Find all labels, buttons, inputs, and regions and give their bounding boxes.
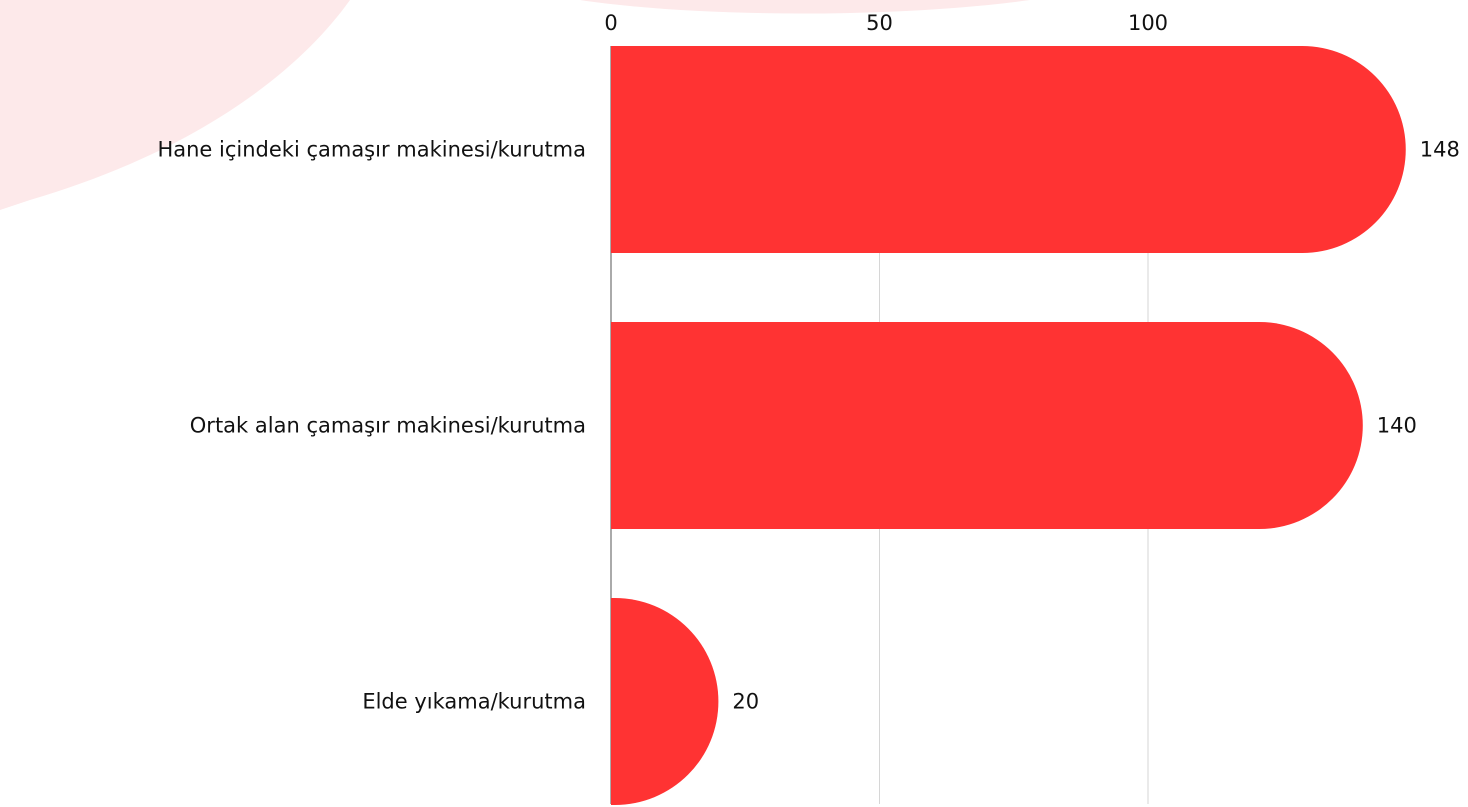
value-label: 20 bbox=[732, 690, 759, 714]
category-label: Elde yıkama/kurutma bbox=[362, 690, 586, 714]
value-label: 148 bbox=[1420, 138, 1460, 162]
background-arc bbox=[580, 0, 1030, 14]
background-blob bbox=[0, 0, 350, 210]
category-label: Hane içindeki çamaşır makinesi/kurutma bbox=[157, 138, 586, 162]
bar bbox=[611, 322, 1363, 529]
value-labels: 148 140 20 bbox=[732, 138, 1459, 714]
x-tick-label: 0 bbox=[604, 11, 617, 35]
category-labels: Hane içindeki çamaşır makinesi/kurutma Or… bbox=[157, 138, 586, 714]
x-tick-label: 50 bbox=[866, 11, 893, 35]
x-axis-ticks: 0 50 100 bbox=[604, 11, 1168, 35]
x-tick-label: 100 bbox=[1128, 11, 1168, 35]
value-label: 140 bbox=[1377, 414, 1417, 438]
bar bbox=[611, 46, 1406, 253]
bars bbox=[611, 46, 1406, 805]
bar bbox=[611, 598, 719, 805]
category-label: Ortak alan çamaşır makinesi/kurutma bbox=[190, 414, 586, 438]
